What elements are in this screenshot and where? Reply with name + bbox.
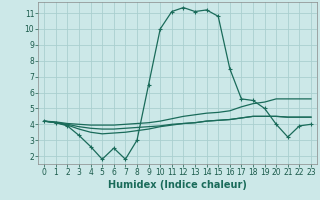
X-axis label: Humidex (Indice chaleur): Humidex (Indice chaleur) bbox=[108, 180, 247, 190]
